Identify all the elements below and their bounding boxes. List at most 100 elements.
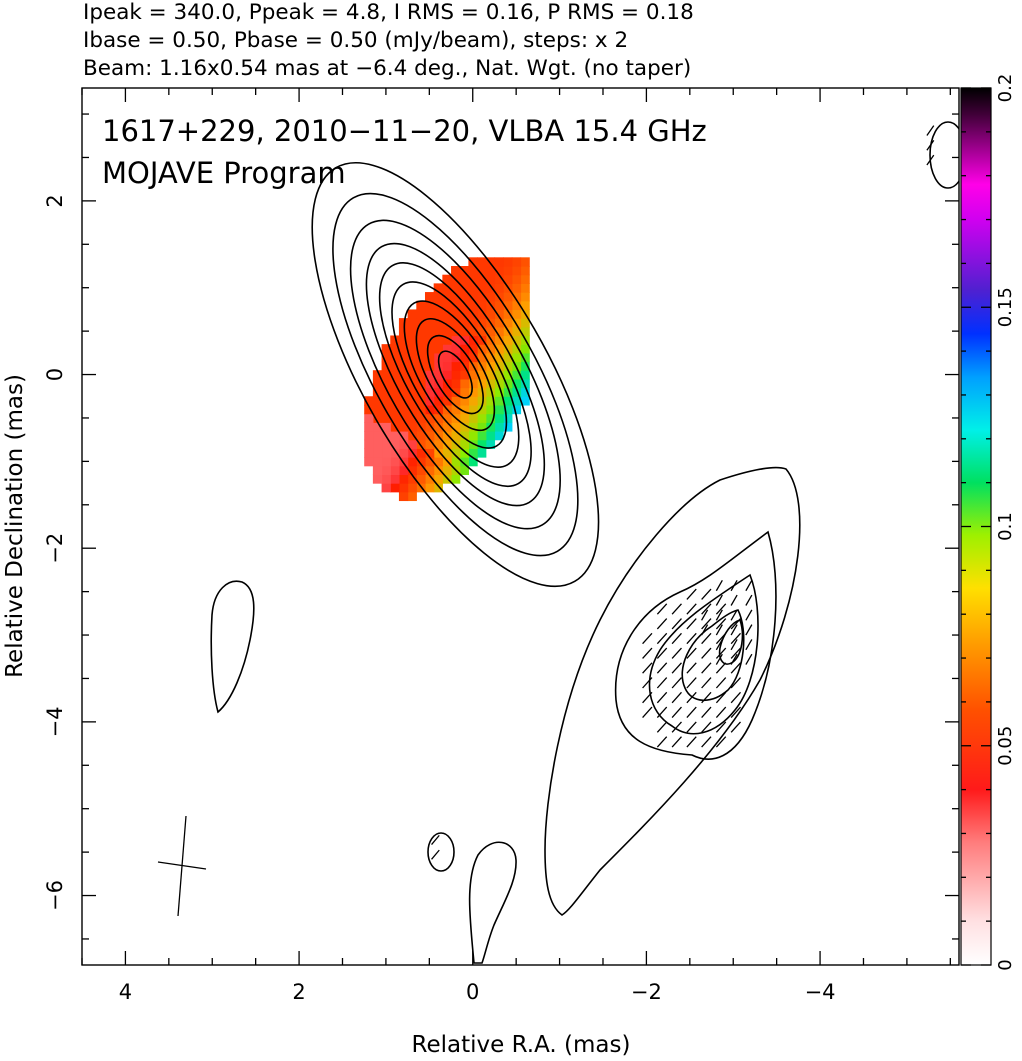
evpa-tick-jet bbox=[671, 736, 682, 748]
evpa-tick-jet bbox=[642, 706, 653, 718]
pol-pixel bbox=[477, 387, 487, 397]
pol-pixel bbox=[477, 266, 487, 276]
pol-pixel bbox=[485, 283, 496, 293]
evpa-tick-jet bbox=[701, 677, 712, 689]
x-tick-label: 4 bbox=[119, 980, 132, 1004]
pol-pixel bbox=[494, 370, 504, 380]
pol-pixel bbox=[451, 474, 461, 484]
pol-pixel bbox=[407, 413, 417, 423]
pol-pixel bbox=[364, 430, 374, 441]
pol-pixel bbox=[485, 413, 496, 423]
program-annotation: MOJAVE Program bbox=[102, 156, 346, 190]
pol-pixel bbox=[477, 370, 487, 380]
pol-pixel bbox=[477, 422, 487, 432]
pol-pixel bbox=[433, 404, 443, 415]
pol-pixel bbox=[424, 430, 435, 441]
pol-pixel bbox=[468, 335, 478, 345]
pol-pixel bbox=[390, 335, 400, 345]
pol-pixel bbox=[477, 292, 487, 302]
pol-pixel bbox=[416, 344, 426, 354]
pol-pixel bbox=[398, 422, 409, 432]
pol-pixel bbox=[485, 266, 496, 276]
pol-pixel bbox=[451, 283, 461, 293]
evpa-tick-jet bbox=[686, 647, 697, 659]
pol-pixel bbox=[459, 344, 470, 354]
evpa-tick-jet bbox=[715, 736, 727, 748]
pol-pixel bbox=[511, 326, 522, 337]
pol-pixel bbox=[407, 491, 417, 502]
pol-pixel bbox=[372, 370, 383, 380]
pol-pixel bbox=[459, 439, 470, 449]
evpa-tick-jet bbox=[715, 691, 727, 704]
pol-pixel bbox=[451, 404, 461, 415]
pol-pixel bbox=[372, 413, 383, 423]
pol-pixel bbox=[485, 387, 496, 397]
pol-pixel bbox=[407, 483, 417, 493]
pol-pixel bbox=[407, 318, 417, 328]
pol-pixel bbox=[468, 266, 478, 276]
pol-pixel bbox=[398, 491, 409, 502]
pol-pixel bbox=[372, 465, 383, 476]
pol-pixel bbox=[511, 266, 522, 276]
pol-pixel bbox=[398, 335, 409, 345]
evpa-tick-jet bbox=[686, 721, 697, 733]
pol-pixel bbox=[468, 344, 478, 354]
evpa-tick-jet bbox=[686, 618, 697, 630]
header-line-2: Ibase = 0.50, Pbase = 0.50 (mJy/beam), s… bbox=[83, 28, 628, 53]
pol-pixel bbox=[477, 257, 487, 267]
evpa-tick-jet-east bbox=[701, 609, 709, 621]
pol-pixel bbox=[503, 335, 513, 345]
pol-pixel bbox=[494, 413, 504, 423]
evpa-ticks bbox=[431, 125, 935, 860]
pol-pixel bbox=[442, 300, 452, 311]
pol-pixel bbox=[433, 422, 443, 432]
pol-pixel bbox=[407, 422, 417, 432]
pol-pixel bbox=[442, 344, 452, 354]
pol-pixel bbox=[511, 370, 522, 380]
pol-pixel bbox=[416, 387, 426, 397]
pol-pixel bbox=[485, 274, 496, 284]
pol-pixel bbox=[433, 474, 443, 484]
evpa-tick-corner bbox=[926, 125, 935, 136]
pol-pixel bbox=[511, 378, 522, 389]
pol-pixel bbox=[442, 361, 452, 371]
pol-pixel bbox=[468, 318, 478, 328]
pol-pixel bbox=[511, 396, 522, 406]
pol-pixel bbox=[477, 300, 487, 311]
pol-pixel bbox=[494, 352, 504, 363]
pol-pixel bbox=[372, 457, 383, 467]
evpa-tick-jet bbox=[715, 677, 727, 689]
pol-pixel bbox=[398, 483, 409, 493]
pol-pixel bbox=[468, 422, 478, 432]
evpa-tick-jet-east bbox=[715, 624, 723, 636]
pol-pixel bbox=[459, 457, 470, 467]
evpa-tick-jet bbox=[715, 618, 727, 630]
pol-pixel bbox=[520, 326, 530, 337]
evpa-tick-jet bbox=[656, 691, 668, 704]
pol-pixel bbox=[433, 396, 443, 406]
pol-pixel bbox=[511, 387, 522, 397]
pol-pixel bbox=[451, 378, 461, 389]
contour-small-spot bbox=[427, 832, 455, 872]
core-contour-5 bbox=[378, 262, 532, 488]
x-tick-label: −2 bbox=[631, 980, 662, 1004]
header-line-1: Ipeak = 340.0, Ppeak = 4.8, I RMS = 0.16… bbox=[83, 0, 694, 25]
evpa-tick-jet-east bbox=[730, 594, 738, 606]
pol-pixel bbox=[398, 361, 409, 371]
pol-pixel bbox=[407, 344, 417, 354]
pol-pixel bbox=[416, 457, 426, 467]
pol-pixel bbox=[390, 483, 400, 493]
pol-pixel bbox=[503, 422, 513, 432]
pol-pixel bbox=[424, 344, 435, 354]
pol-pixel bbox=[390, 465, 400, 476]
x-tick-label: 0 bbox=[466, 980, 479, 1004]
pol-pixel bbox=[381, 413, 391, 423]
pol-pixel bbox=[442, 413, 452, 423]
pol-pixel bbox=[398, 413, 409, 423]
evpa-tick-jet bbox=[671, 647, 682, 659]
evpa-tick-jet bbox=[715, 662, 727, 674]
pol-pixel bbox=[503, 361, 513, 371]
evpa-tick-jet bbox=[656, 677, 668, 689]
pol-pixel bbox=[511, 344, 522, 354]
pol-pixel bbox=[451, 396, 461, 406]
